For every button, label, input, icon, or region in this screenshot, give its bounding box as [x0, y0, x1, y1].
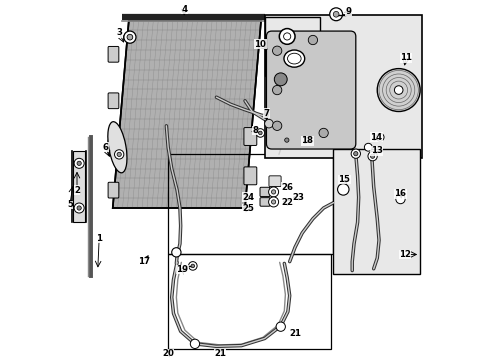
Text: 15: 15	[339, 175, 350, 184]
Text: 13: 13	[370, 146, 383, 155]
Text: 23: 23	[292, 193, 304, 202]
FancyBboxPatch shape	[244, 167, 257, 185]
Circle shape	[338, 184, 349, 195]
Bar	[168, 154, 333, 255]
Circle shape	[270, 176, 280, 186]
Circle shape	[259, 131, 262, 135]
Circle shape	[319, 128, 328, 138]
Circle shape	[308, 35, 318, 45]
Circle shape	[172, 248, 181, 257]
Circle shape	[370, 154, 375, 158]
FancyBboxPatch shape	[269, 176, 281, 186]
Text: 17: 17	[138, 257, 150, 266]
FancyBboxPatch shape	[108, 93, 119, 109]
Ellipse shape	[288, 53, 301, 64]
Circle shape	[354, 152, 358, 156]
Circle shape	[265, 120, 273, 128]
FancyBboxPatch shape	[108, 139, 119, 155]
Circle shape	[124, 31, 136, 43]
Text: 19: 19	[176, 265, 189, 274]
Circle shape	[74, 203, 84, 213]
Text: 25: 25	[243, 204, 254, 213]
Circle shape	[396, 194, 405, 204]
Text: 4: 4	[181, 5, 187, 14]
Text: 6: 6	[102, 143, 109, 152]
FancyBboxPatch shape	[108, 182, 119, 198]
Ellipse shape	[284, 50, 305, 67]
Text: 18: 18	[301, 136, 313, 145]
Circle shape	[274, 73, 287, 86]
Text: 26: 26	[281, 183, 293, 192]
Text: 24: 24	[243, 193, 255, 202]
Circle shape	[272, 85, 282, 95]
Circle shape	[74, 158, 84, 168]
Text: 5: 5	[67, 200, 73, 209]
Circle shape	[127, 34, 133, 40]
Circle shape	[368, 152, 377, 161]
Bar	[74, 151, 85, 222]
Circle shape	[330, 8, 343, 21]
Text: 22: 22	[282, 198, 294, 207]
Circle shape	[282, 135, 292, 145]
FancyBboxPatch shape	[260, 198, 270, 206]
Text: 3: 3	[116, 28, 122, 37]
Circle shape	[189, 262, 197, 270]
Circle shape	[377, 69, 420, 112]
Text: 21: 21	[214, 349, 226, 358]
Circle shape	[271, 200, 276, 204]
Bar	[265, 15, 422, 158]
Text: 21: 21	[289, 329, 301, 338]
FancyBboxPatch shape	[244, 127, 257, 145]
FancyBboxPatch shape	[108, 46, 119, 62]
Circle shape	[272, 121, 282, 130]
Text: 10: 10	[254, 40, 266, 49]
Circle shape	[269, 197, 279, 207]
Circle shape	[284, 33, 291, 40]
Bar	[333, 149, 420, 274]
Circle shape	[271, 190, 276, 194]
Text: 11: 11	[400, 53, 412, 62]
Text: 1: 1	[96, 234, 102, 243]
Bar	[265, 17, 320, 76]
Text: 8: 8	[252, 126, 258, 135]
Text: 20: 20	[162, 349, 174, 358]
Circle shape	[115, 150, 124, 159]
Text: 14: 14	[370, 133, 383, 142]
Circle shape	[190, 339, 199, 348]
Text: 16: 16	[394, 189, 407, 198]
Text: 7: 7	[264, 109, 270, 118]
Circle shape	[276, 322, 285, 331]
Polygon shape	[113, 21, 261, 208]
Circle shape	[269, 187, 279, 197]
Circle shape	[285, 138, 289, 142]
FancyBboxPatch shape	[267, 31, 356, 149]
Circle shape	[117, 152, 122, 157]
Circle shape	[77, 161, 81, 166]
Circle shape	[365, 143, 372, 151]
Circle shape	[77, 206, 81, 210]
Circle shape	[256, 129, 265, 137]
FancyBboxPatch shape	[260, 187, 270, 197]
Text: 12: 12	[399, 250, 411, 259]
Circle shape	[279, 28, 295, 44]
Circle shape	[191, 264, 195, 268]
Bar	[168, 255, 331, 349]
Text: 9: 9	[345, 7, 352, 16]
Ellipse shape	[108, 122, 127, 173]
Circle shape	[376, 133, 384, 141]
Circle shape	[351, 149, 361, 158]
Circle shape	[272, 46, 282, 55]
Circle shape	[333, 12, 339, 17]
Circle shape	[394, 86, 403, 94]
Text: 2: 2	[74, 186, 80, 195]
